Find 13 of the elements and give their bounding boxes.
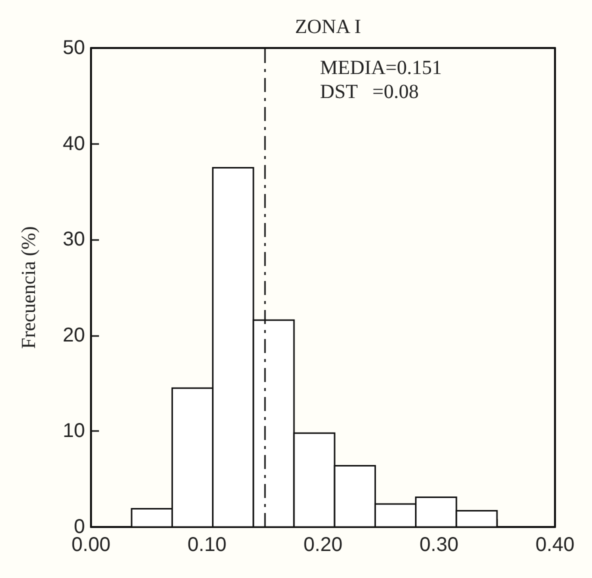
- y-tick-label: 50: [62, 37, 85, 59]
- chart-title: ZONA I: [294, 16, 362, 38]
- x-tick-label: 0.40: [536, 534, 574, 556]
- y-tick-label: 10: [62, 420, 85, 442]
- annotation: MEDIA=0.151: [320, 57, 442, 79]
- y-tick-label: 40: [62, 132, 85, 155]
- x-tick-label: 0.30: [420, 534, 458, 556]
- y-tick-label: 20: [62, 324, 85, 346]
- annotation: DST =0.08: [320, 81, 419, 103]
- y-tick-label: 30: [62, 228, 85, 251]
- x-tick-label: 0.20: [304, 534, 342, 556]
- y-axis-title: Frecuencia (%): [18, 226, 40, 349]
- x-tick-label: 0.10: [188, 534, 226, 556]
